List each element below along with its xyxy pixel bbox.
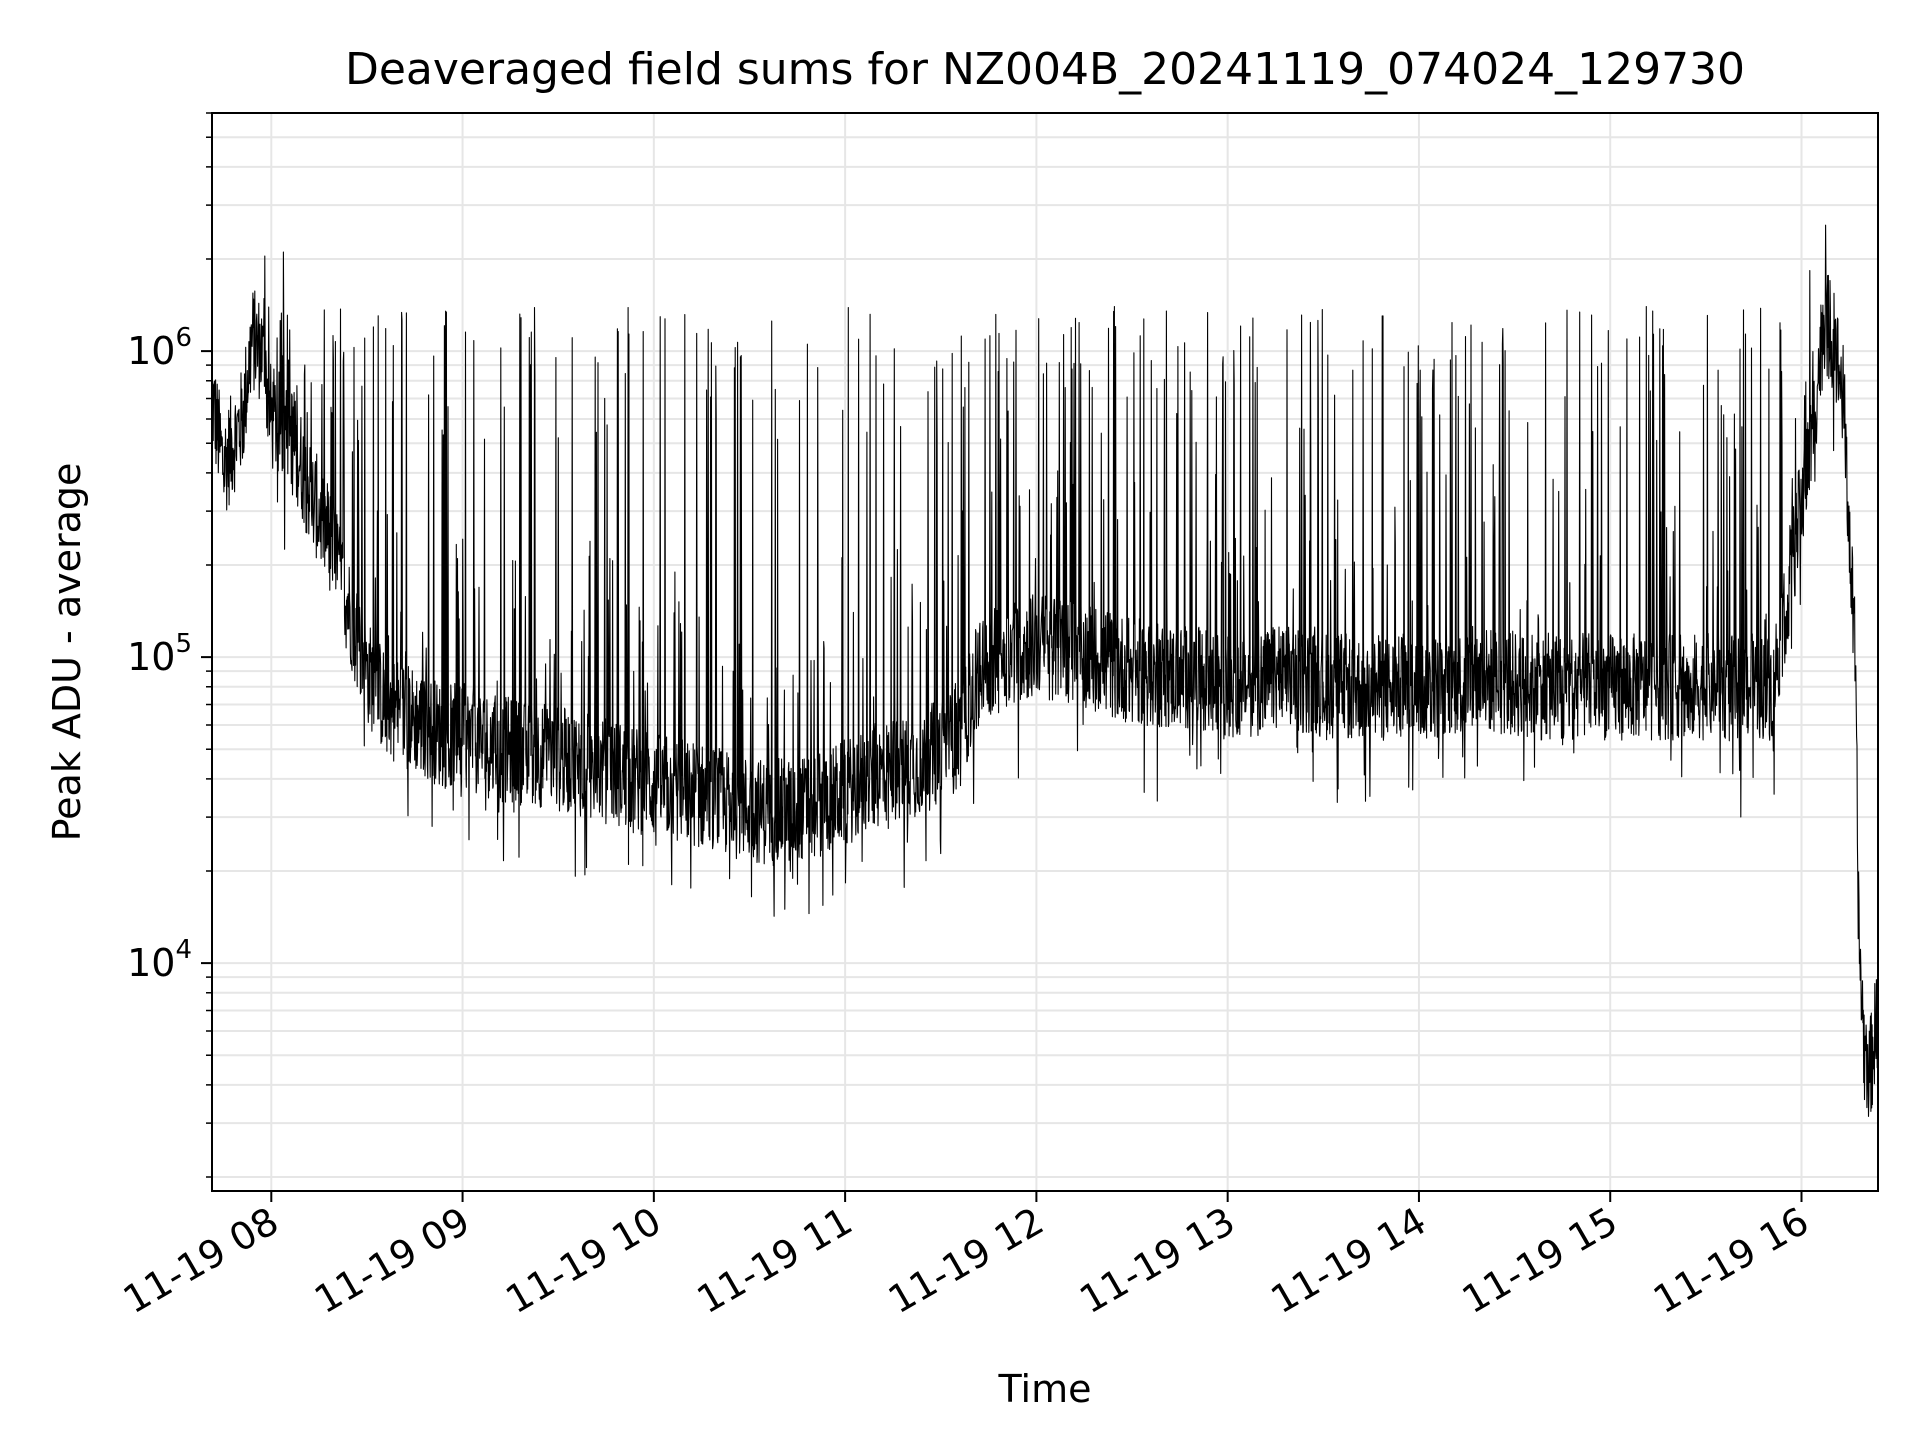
x-tick-label: 11-19 13: [1072, 1199, 1242, 1323]
y-tick-labels: 104 105 106: [127, 323, 192, 985]
series-line: [211, 224, 1879, 1117]
chart-title: Deaveraged field sums for NZ004B_2024111…: [345, 44, 1745, 95]
x-tick-labels: 11-19 08 11-19 09 11-19 10 11-19 11 11-19 12…: [116, 1199, 1816, 1323]
y-axis-label: Peak ADU - average: [45, 463, 89, 842]
x-tick-label: 11-19 15: [1455, 1199, 1625, 1323]
x-tick-label: 11-19 11: [690, 1199, 860, 1323]
x-tick-label: 11-19 09: [307, 1199, 477, 1323]
plot-frame: [211, 112, 1879, 1192]
x-tick-label: 11-19 12: [881, 1199, 1051, 1323]
y-axis-ticks: [201, 112, 212, 1178]
x-tick-label: 11-19 08: [116, 1199, 286, 1323]
x-tick-label: 11-19 10: [498, 1199, 668, 1323]
x-axis-label: Time: [998, 1367, 1092, 1411]
y-tick-label: 105: [127, 629, 192, 679]
y-tick-label: 106: [127, 323, 192, 373]
x-tick-label: 11-19 16: [1646, 1199, 1816, 1323]
y-tick-label: 104: [127, 935, 192, 985]
x-tick-label: 11-19 14: [1263, 1199, 1433, 1323]
x-axis-ticks: [270, 1191, 1803, 1202]
